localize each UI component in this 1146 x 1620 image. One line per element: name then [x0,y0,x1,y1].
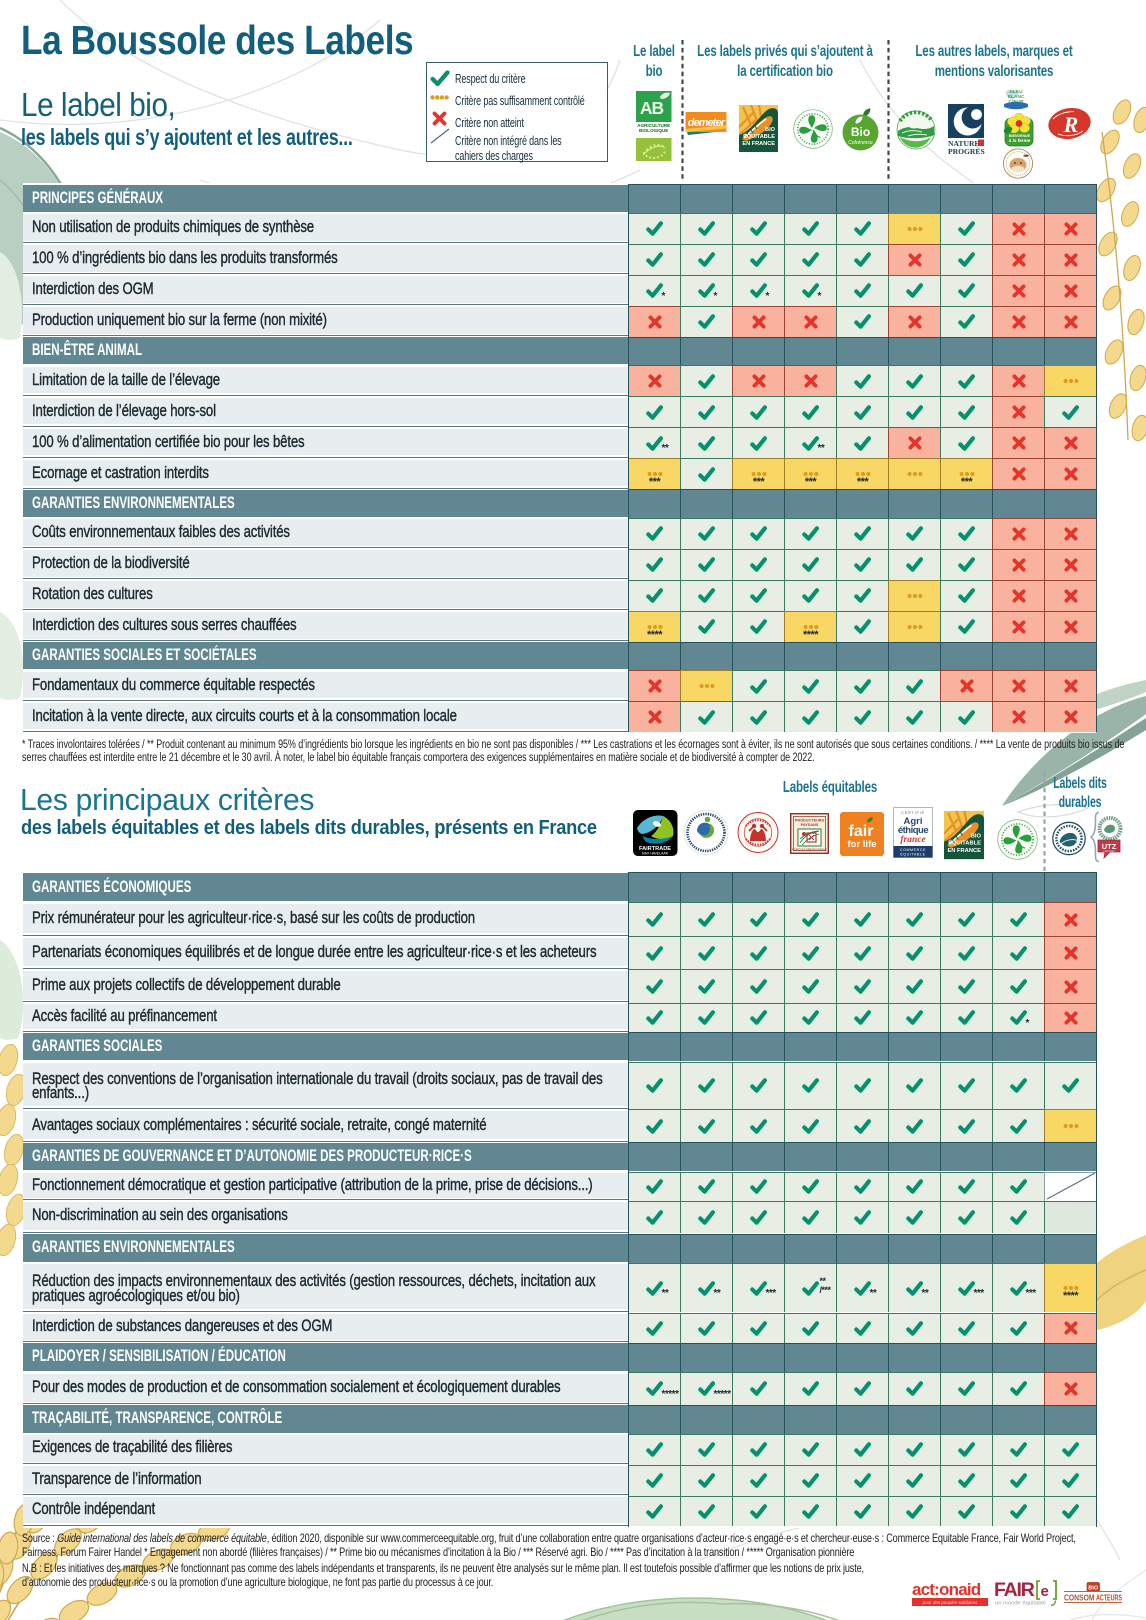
svg-text:BIO: BIO [765,127,776,133]
svg-text:AB: AB [640,98,664,118]
svg-text:UTZ: UTZ [1102,842,1117,851]
svg-text:EN FRANCE: EN FRANCE [947,848,981,854]
svg-text:Cohérence: Cohérence [848,140,873,146]
svg-text:ÉQUITABLE: ÉQUITABLE [900,852,925,857]
svg-text:ÉQUITABLE: ÉQUITABLE [948,839,981,847]
svg-text:for life: for life [847,839,876,850]
svg-text:france: france [900,835,926,845]
svg-text:CERTIFIED: CERTIFIED [1103,851,1115,853]
svg-text:éthique: éthique [898,825,928,836]
svg-text:EN FRANCE: EN FRANCE [742,141,775,147]
svg-text:act:onaid: act:onaid [912,1580,981,1599]
svg-text:FAIRTRADE: FAIRTRADE [639,846,671,852]
svg-text:fair: fair [849,823,874,840]
svg-text:PROGRÈS: PROGRÈS [948,146,985,156]
svg-text:pour des peuples solidaires: pour des peuples solidaires [922,1600,979,1605]
svg-text:ACTEURS: ACTEURS [1096,1593,1122,1603]
svg-text:MAX HAVELAAR: MAX HAVELAAR [642,852,669,856]
svg-text:un monde équitable: un monde équitable [995,1601,1046,1607]
svg-text:BIO: BIO [1088,1586,1099,1592]
svg-text:demeter: demeter [688,117,726,129]
svg-text:BIOLOGIQUE: BIOLOGIQUE [639,127,668,132]
svg-text:Bio: Bio [851,125,870,139]
svg-text:PRODUCTEURS: PRODUCTEURS [795,819,825,823]
svg-text:PAYSANS: PAYSANS [801,823,819,827]
svg-text:BLANC: BLANC [1008,94,1025,100]
svg-text:CONSOM: CONSOM [1064,1593,1095,1603]
svg-text:BLEU: BLEU [1009,89,1023,95]
svg-text:Agri: Agri [904,816,923,827]
svg-text:AGRICULTURE: AGRICULTURE [637,122,670,127]
svg-text:R: R [1063,112,1079,137]
svg-text:ÉQUITABLE: ÉQUITABLE [743,132,775,140]
svg-text:COMMERCE: COMMERCE [900,848,926,852]
svg-text:NATURE: NATURE [948,139,980,148]
svg-text:à la ferme: à la ferme [1009,138,1031,143]
svg-text:e: e [1041,1583,1049,1600]
svg-text:BIO: BIO [971,834,982,840]
svg-text:FAIR: FAIR [994,1579,1035,1601]
svg-text:BIENVENUE: BIENVENUE [1009,134,1031,138]
svg-text:CERTIFIÉ: CERTIFIÉ [901,810,925,815]
svg-text:AGRICULTURE PAYSANNE: AGRICULTURE PAYSANNE [792,848,828,852]
